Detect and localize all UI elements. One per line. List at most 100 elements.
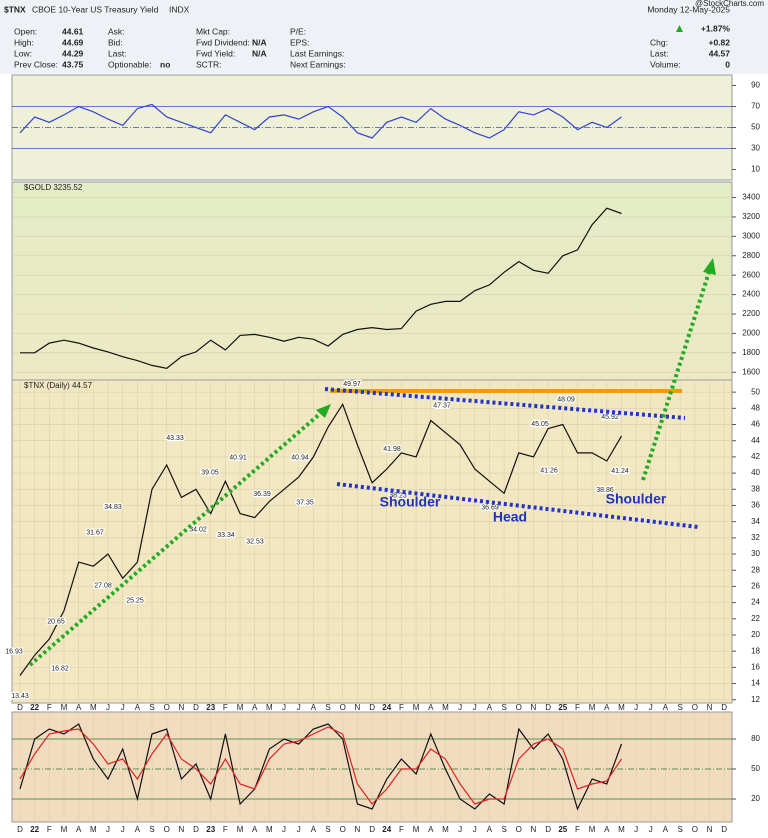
x-tick-label: J (634, 825, 638, 834)
x-tick-label: D (193, 703, 199, 712)
x-tick-label: J (121, 825, 125, 834)
x-tick-label: M (266, 825, 273, 834)
field-label: Last: (108, 48, 126, 58)
field-label: Bid: (108, 37, 123, 47)
field-value: 44.69 (62, 37, 84, 47)
x-tick-label: M (413, 825, 420, 834)
x-tick-label: M (618, 825, 625, 834)
x-tick-label: 23 (206, 825, 215, 834)
annotation: Shoulder (380, 494, 441, 510)
x-tick-label: M (266, 703, 273, 712)
point-label: 33.34 (217, 532, 235, 539)
x-tick-label: A (428, 703, 434, 712)
x-tick-label: J (106, 825, 110, 834)
y-tick-label: 36 (751, 501, 760, 510)
annotation: Shoulder (606, 491, 667, 507)
x-tick-label: A (252, 825, 258, 834)
x-tick-label: M (442, 703, 449, 712)
x-tick-label: M (442, 825, 449, 834)
field-label: SCTR: (196, 59, 222, 69)
y-tick-label: 46 (751, 420, 760, 429)
x-tick-label: A (428, 825, 434, 834)
x-tick-label: J (473, 825, 477, 834)
trend-line (336, 482, 699, 529)
up-icon (676, 25, 683, 32)
x-tick-label: D (193, 825, 199, 834)
x-tick-label: M (61, 703, 68, 712)
y-tick-label: 26 (751, 582, 760, 591)
x-tick-label: N (355, 703, 361, 712)
y-tick-label: 20 (751, 630, 760, 639)
x-tick-label: D (369, 825, 375, 834)
x-tick-label: A (487, 825, 493, 834)
x-tick-label: F (575, 703, 580, 712)
point-label: 48.09 (557, 396, 575, 403)
field-label: Prev Close: (14, 59, 58, 69)
field-value: 44.61 (62, 26, 84, 36)
x-tick-label: M (237, 703, 244, 712)
arrow-line (641, 271, 711, 481)
point-label: 41.98 (383, 446, 401, 453)
field-value: N/A (252, 48, 267, 58)
point-label: 47.37 (433, 402, 451, 409)
change-pct: +1.87% (701, 23, 731, 33)
y-tick-label: 40 (751, 468, 760, 477)
y-tick-label: 3400 (742, 193, 760, 202)
point-label: 45.92 (601, 414, 619, 421)
field-value: 43.75 (62, 59, 84, 69)
x-tick-label: A (663, 825, 669, 834)
x-tick-label: N (707, 825, 713, 834)
y-tick-label: 50 (751, 123, 760, 132)
y-tick-label: 2200 (742, 309, 760, 318)
x-tick-label: S (501, 825, 506, 834)
x-tick-label: M (589, 703, 596, 712)
field-value: N/A (252, 37, 267, 47)
x-tick-label: 25 (558, 703, 567, 712)
x-tick-label: J (458, 825, 462, 834)
point-label: 25.25 (126, 597, 144, 604)
x-tick-label: J (649, 703, 653, 712)
field-label: Volume: (650, 59, 681, 69)
point-label: 31.67 (86, 529, 104, 536)
x-tick-label: A (311, 703, 317, 712)
x-tick-label: N (355, 825, 361, 834)
arrow-head (703, 258, 716, 275)
x-tick-label: O (340, 825, 346, 834)
y-tick-label: 30 (751, 549, 760, 558)
exchange: INDX (169, 4, 190, 14)
x-tick-label: A (135, 825, 141, 834)
series-line (19, 103, 622, 139)
y-tick-label: 24 (751, 598, 760, 607)
symbol: $TNX (4, 4, 26, 14)
x-tick-label: J (282, 703, 286, 712)
x-tick-label: S (501, 703, 506, 712)
point-label: 40.94 (291, 454, 309, 461)
point-label: 27.08 (94, 583, 112, 590)
x-tick-label: M (237, 825, 244, 834)
x-tick-label: O (164, 825, 170, 834)
y-tick-label: 34 (751, 517, 760, 526)
field-label: EPS: (290, 37, 309, 47)
x-tick-label: O (516, 825, 522, 834)
series-line (19, 726, 622, 805)
point-label: 13.43 (11, 693, 29, 700)
y-tick-label: 2000 (742, 329, 760, 338)
x-tick-label: S (677, 703, 682, 712)
x-tick-label: N (178, 703, 184, 712)
x-tick-label: 22 (30, 825, 39, 834)
y-tick-label: 30 (751, 144, 760, 153)
x-tick-label: A (604, 825, 610, 834)
x-tick-label: J (297, 825, 301, 834)
x-tick-label: J (106, 703, 110, 712)
x-tick-label: S (677, 825, 682, 834)
x-tick-label: D (545, 825, 551, 834)
x-tick-label: A (76, 703, 82, 712)
y-tick-label: 42 (751, 452, 760, 461)
series-line (20, 207, 622, 370)
overlay (28, 25, 716, 667)
x-tick-label: J (634, 703, 638, 712)
x-tick-label: O (692, 703, 698, 712)
y-tick-label: 1800 (742, 348, 760, 357)
point-label: 34.02 (189, 526, 207, 533)
